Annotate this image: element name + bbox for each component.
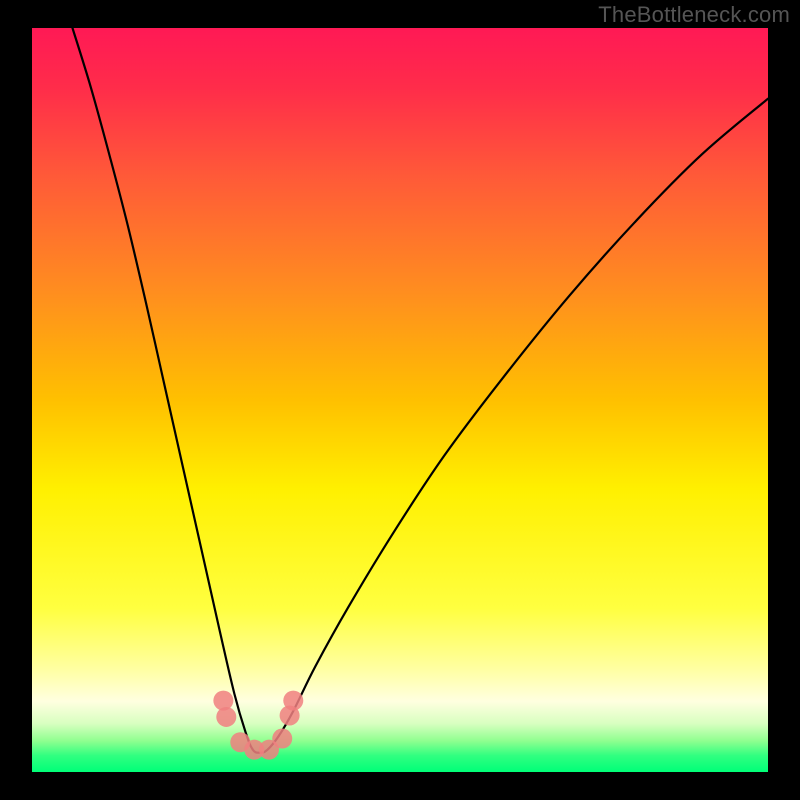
marker-dot bbox=[216, 707, 236, 727]
marker-dot bbox=[272, 729, 292, 749]
bottleneck-curve-chart bbox=[0, 0, 800, 800]
marker-dot bbox=[283, 691, 303, 711]
chart-container: { "attribution": { "text": "TheBottlenec… bbox=[0, 0, 800, 800]
plot-background bbox=[32, 28, 768, 772]
attribution-text: TheBottleneck.com bbox=[598, 2, 790, 28]
